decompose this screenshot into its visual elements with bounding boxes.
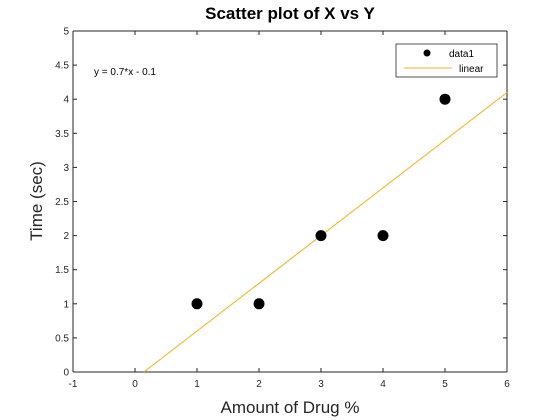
data-point <box>439 93 451 105</box>
y-tick-label: 1 <box>63 299 69 310</box>
data-points <box>191 93 451 310</box>
data-point <box>377 230 389 242</box>
y-axis-label: Time (sec) <box>27 161 46 241</box>
fit-line-group <box>143 91 508 373</box>
x-tick-label: 0 <box>132 379 138 390</box>
linear-fit-line <box>143 91 508 373</box>
y-tick-label: 3 <box>63 163 69 174</box>
y-tick-label: 0 <box>63 368 69 379</box>
y-tick-label: 2.5 <box>55 197 69 208</box>
y-ticks: 0 0.5 1 1.5 2 2.5 3 3.5 4 4.5 5 <box>55 27 507 379</box>
y-tick-label: 2 <box>63 231 69 242</box>
legend-label-linear: linear <box>459 64 484 75</box>
x-axis-label: Amount of Drug % <box>221 398 360 417</box>
x-tick-label: 5 <box>442 379 448 390</box>
x-tick-label: -1 <box>69 379 78 390</box>
y-tick-label: 5 <box>63 27 69 38</box>
x-tick-label: 3 <box>318 379 324 390</box>
data-point <box>315 230 327 242</box>
x-tick-label: 2 <box>256 379 262 390</box>
y-tick-label: 1.5 <box>55 265 69 276</box>
y-tick-label: 3.5 <box>55 129 69 140</box>
legend-label-data1: data1 <box>449 49 474 60</box>
legend-box <box>395 43 498 78</box>
y-tick-label: 4 <box>63 95 69 106</box>
y-tick-label: 4.5 <box>55 61 69 72</box>
equation-annotation: y = 0.7*x - 0.1 <box>94 67 156 78</box>
data-point <box>191 298 203 310</box>
legend: data1 linear <box>395 43 498 78</box>
y-tick-label: 0.5 <box>55 333 69 344</box>
x-ticks: -1 0 1 2 3 4 5 6 <box>69 31 510 390</box>
x-tick-label: 1 <box>194 379 200 390</box>
chart-title: Scatter plot of X vs Y <box>205 4 375 23</box>
data-point <box>253 298 265 310</box>
x-tick-label: 6 <box>504 379 510 390</box>
legend-marker-data1 <box>423 49 431 57</box>
plot-area <box>73 31 507 372</box>
x-tick-label: 4 <box>380 379 386 390</box>
